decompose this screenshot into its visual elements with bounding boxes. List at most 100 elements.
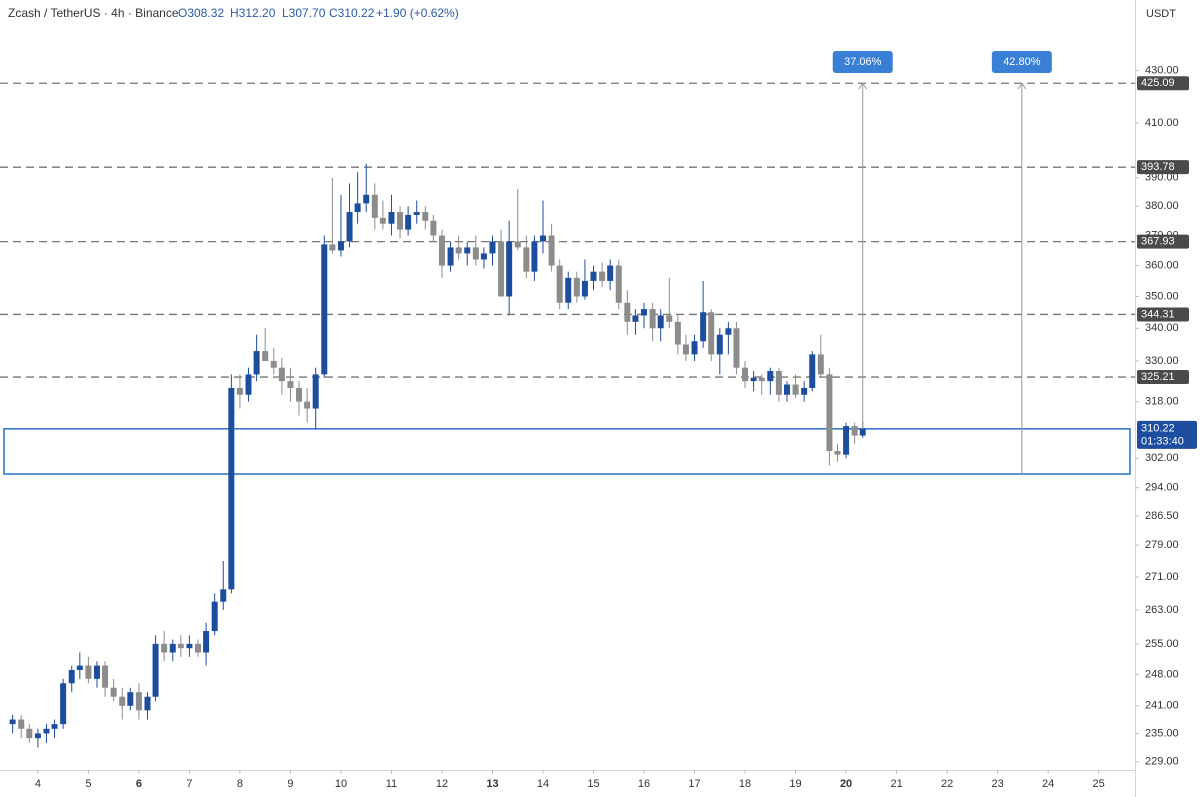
candle-body [354,203,361,213]
candle-body [422,212,429,221]
candle-body [152,643,159,697]
candle-body [346,212,353,242]
candle-body [329,244,336,251]
x-tick-label: 14 [537,778,549,790]
candle-body [51,724,58,729]
candle-body [843,426,850,455]
candle-body [767,371,774,382]
candle-body [262,351,269,362]
candle-body [691,341,698,355]
candle-body [110,687,117,697]
candle-body [177,643,184,649]
candle-body [498,241,505,297]
y-tick-label: 286.50 [1145,510,1179,522]
measure-label: 37.06% [844,56,882,68]
x-tick-label: 18 [739,778,751,790]
candle-body [371,194,378,218]
candle-body [506,241,513,297]
candle-body [725,328,732,335]
candle-body [641,309,648,316]
candle-body [615,265,622,303]
candle-body [304,401,311,409]
candle-body [649,309,656,329]
price-label: 310.22 [1141,423,1175,435]
candle-body [337,241,344,251]
candle-body [85,665,92,679]
candle-body [775,371,782,395]
y-tick-label: 410.00 [1145,117,1179,129]
y-tick-label: 241.00 [1145,700,1179,712]
y-tick-label: 235.00 [1145,727,1179,739]
y-tick-label: 340.00 [1145,322,1179,334]
candle-body [809,354,816,388]
ohlc-change: +1.90 (+0.62%) [376,6,459,20]
y-tick-label: 390.00 [1145,172,1179,184]
level-label: 325.21 [1141,371,1175,383]
candle-body [236,387,243,395]
ohlc-low: L307.70 [282,6,326,20]
candle-body [228,387,235,590]
candle-body [716,334,723,355]
x-tick-label: 10 [335,778,347,790]
candle-body [455,247,462,254]
candle-body [674,321,681,345]
candle-body [801,387,808,395]
x-tick-label: 19 [789,778,801,790]
measure-arrowhead [1017,82,1027,90]
candle-body [195,643,202,653]
candle-body [657,315,664,329]
candle-body [363,194,370,204]
candle-body [607,265,614,281]
x-tick-label: 17 [688,778,700,790]
candle-body [682,344,689,355]
candle-body [464,247,471,254]
candle-body [379,217,386,224]
candle-body [708,312,715,355]
candle-body [531,241,538,272]
candle-body [700,312,707,342]
y-tick-label: 360.00 [1145,259,1179,271]
candle-body [60,683,67,725]
level-label: 393.78 [1141,161,1175,173]
candle-body [742,367,749,382]
candle-body [278,367,285,382]
candle-body [397,212,404,230]
y-tick-label: 350.00 [1145,290,1179,302]
candle-body [565,277,572,303]
candle-body [666,315,673,322]
y-tick-label: 302.00 [1145,452,1179,464]
candle-body [733,328,740,368]
candle-body [296,387,303,402]
candle-body [548,235,555,266]
candle-body [43,728,50,734]
candle-body [388,212,395,224]
candle-body [581,280,588,297]
candle-body [573,277,580,297]
x-tick-label: 6 [136,778,142,790]
y-tick-label: 294.00 [1145,482,1179,494]
candle-body [68,669,75,684]
candle-body [161,643,168,653]
candle-body [203,631,210,653]
candle-body [632,315,639,322]
candle-body [169,643,176,653]
candle-body [220,589,227,602]
x-tick-label: 20 [840,778,852,790]
y-tick-label: 255.00 [1145,638,1179,650]
level-label: 344.31 [1141,308,1175,320]
candle-body [18,719,25,729]
symbol: Zcash / TetherUS · 4h · Binance [8,6,179,20]
candle-body [472,247,479,260]
candle-body [556,265,563,303]
level-label-bg [1137,76,1189,91]
x-tick-label: 4 [35,778,41,790]
measure-label-bg [991,51,1052,73]
level-label: 425.09 [1141,77,1175,89]
candle-body [489,241,496,254]
x-tick-label: 22 [941,778,953,790]
candle-body [599,271,606,281]
y-tick-label: 229.00 [1145,756,1179,768]
y-tick-label: 318.00 [1145,396,1179,408]
level-label: 367.93 [1141,236,1175,248]
